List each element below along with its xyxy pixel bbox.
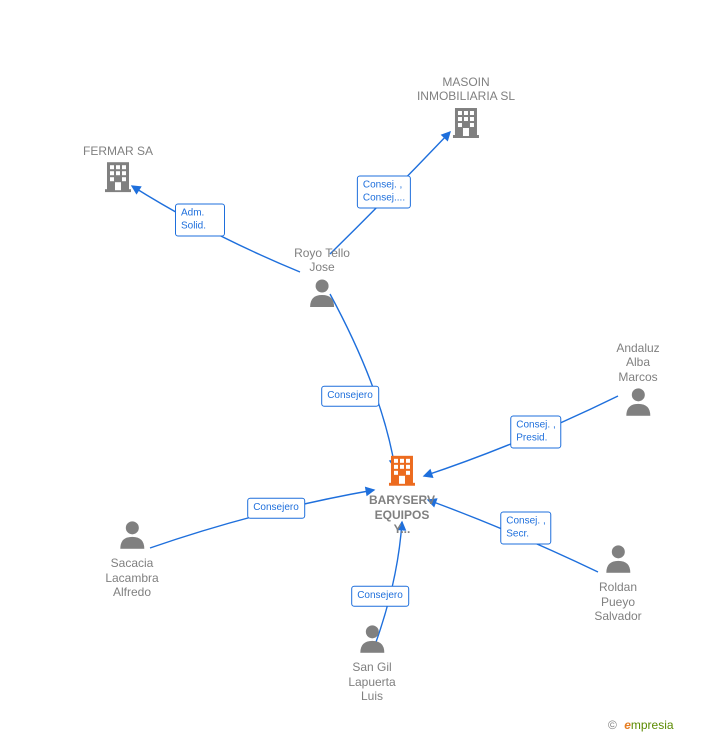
node-label: FERMAR SA [83, 144, 153, 158]
node-label: BARYSERVEQUIPOSY... [369, 493, 435, 536]
node-label: SacaciaLacambraAlfredo [105, 556, 158, 599]
person-icon [358, 623, 386, 653]
node-label: MASOININMOBILIARIA SL [417, 75, 515, 104]
person-icon [604, 543, 632, 573]
node-label: San GilLapuertaLuis [348, 660, 395, 703]
person-icon [308, 277, 336, 307]
node-baryserv[interactable]: BARYSERVEQUIPOSY... [369, 454, 435, 538]
edge-label-royo-fermar: Adm. Solid. [175, 204, 225, 237]
node-sacacia[interactable]: SacaciaLacambraAlfredo [105, 519, 158, 601]
edge-label-roldan-baryserv: Consej. , Secr. [500, 512, 551, 545]
credit: © empresia [608, 718, 674, 732]
edge-label-royo-baryserv: Consejero [321, 386, 379, 407]
node-label: AndaluzAlbaMarcos [616, 341, 659, 384]
building-icon [387, 454, 417, 486]
building-icon [451, 106, 481, 138]
node-andaluz[interactable]: AndaluzAlbaMarcos [616, 339, 659, 421]
node-masoin[interactable]: MASOININMOBILIARIA SL [417, 73, 515, 143]
node-fermar[interactable]: FERMAR SA [83, 142, 153, 198]
node-label: RoldanPueyoSalvador [594, 580, 641, 623]
node-royo[interactable]: Royo TelloJose [294, 244, 350, 312]
person-icon [624, 386, 652, 416]
edge-royo-baryserv [330, 294, 395, 468]
node-sangil[interactable]: San GilLapuertaLuis [348, 623, 395, 705]
credit-logo-e: e [624, 718, 631, 732]
diagram-canvas: FERMAR SA MASOININMOBILIARIA SL Royo Tel… [0, 0, 728, 740]
edge-label-sacacia-baryserv: Consejero [247, 498, 305, 519]
edge-label-royo-masoin: Consej. , Consej.... [357, 176, 411, 209]
building-icon [103, 161, 133, 193]
copyright-symbol: © [608, 718, 617, 732]
edge-label-andaluz-baryserv: Consej. , Presid. [510, 416, 561, 449]
person-icon [118, 519, 146, 549]
credit-text: mpresia [631, 718, 674, 732]
node-roldan[interactable]: RoldanPueyoSalvador [594, 543, 641, 625]
node-label: Royo TelloJose [294, 246, 350, 275]
edge-label-sangil-baryserv: Consejero [351, 586, 409, 607]
